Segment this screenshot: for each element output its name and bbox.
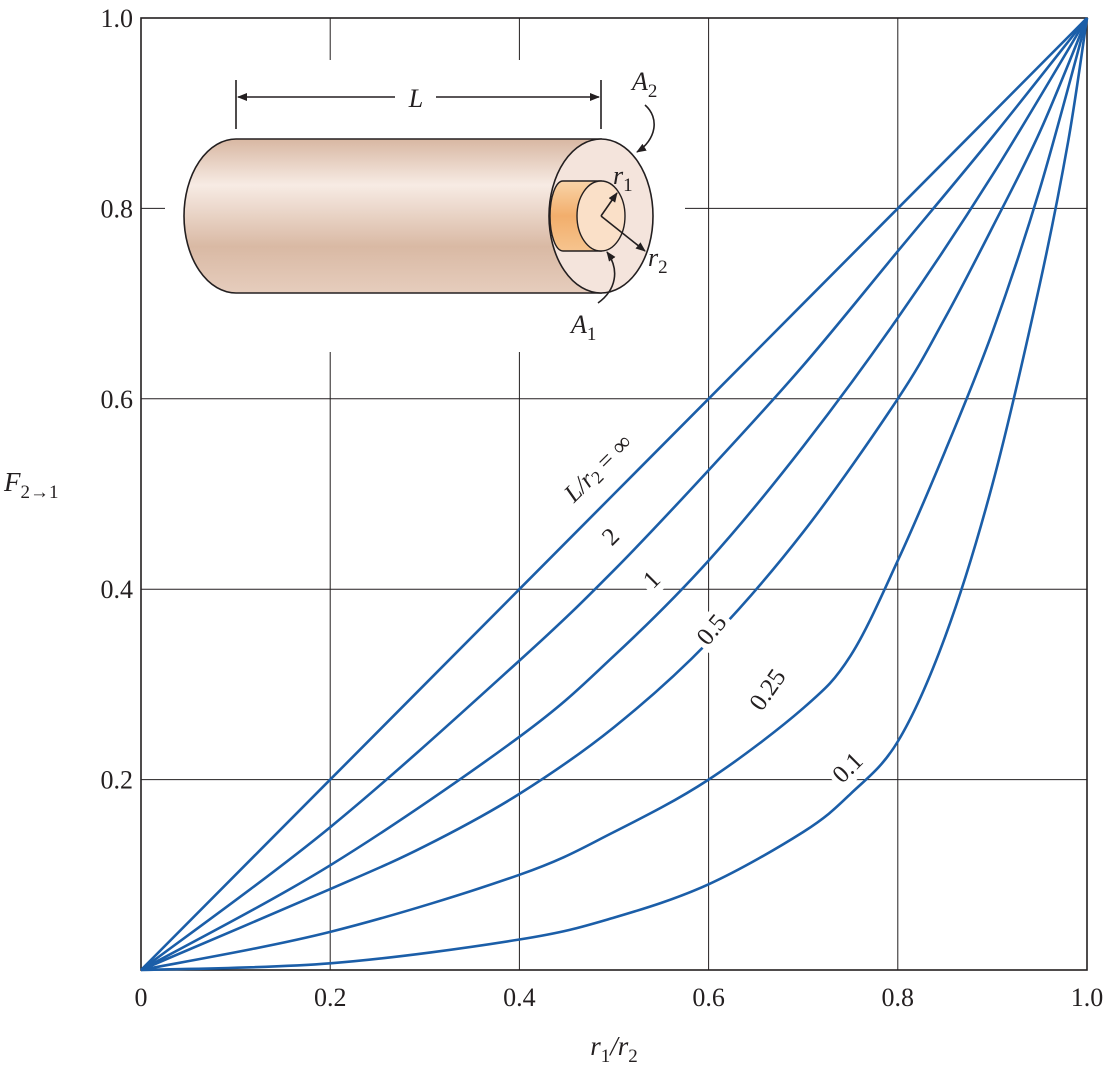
length-label: L xyxy=(408,84,423,113)
series-line-5 xyxy=(140,17,1089,972)
x-tick-label: 0.6 xyxy=(692,983,725,1012)
curve-label-5: 0.25 xyxy=(741,660,795,720)
series-line-4 xyxy=(140,17,1089,972)
cylinder-body xyxy=(183,138,602,294)
x-axis-title: r1/r2 xyxy=(590,1031,638,1067)
curve-label-background xyxy=(823,743,873,793)
curve-label-6: 0.1 xyxy=(823,743,873,793)
plot-area xyxy=(140,17,1088,971)
y-axis-title: F2→1 xyxy=(3,467,59,503)
curve-label-3: 1 xyxy=(634,562,670,598)
series-line-1 xyxy=(140,17,1088,971)
x-tick-label: 1.0 xyxy=(1071,983,1104,1012)
inner-area-pointer xyxy=(597,251,616,304)
x-tick-label: 0.8 xyxy=(882,983,915,1012)
x-tick-labels: 0 0.2 0.4 0.6 0.8 1.0 xyxy=(135,983,1104,1012)
series-group xyxy=(140,17,1089,972)
x-tick-label: 0.4 xyxy=(503,983,536,1012)
x-tick-label: 0 xyxy=(135,983,148,1012)
curve-label-background xyxy=(634,562,670,598)
y-tick-label: 0.8 xyxy=(101,194,134,223)
y-tick-label: 0.4 xyxy=(101,575,134,604)
outer-radius-arrow xyxy=(600,215,646,252)
inner-radius-label: r1 xyxy=(613,161,633,196)
cylinder-inset: L A2 A1 r1 r2 xyxy=(165,60,685,352)
series-line-2 xyxy=(140,17,1089,972)
curve-label-1: L/r2 = ∞ xyxy=(554,425,643,514)
y-tick-label: 1.0 xyxy=(101,4,134,33)
inner-radius-arrow xyxy=(600,192,618,217)
plot-border xyxy=(140,17,1088,971)
curve-label-background xyxy=(688,605,736,655)
outer-area-pointer xyxy=(636,104,655,153)
curve-labels: L/r2 = ∞ 21 0.50.25 0.1 xyxy=(554,425,873,793)
curve-label-background xyxy=(741,660,795,720)
inner-area-label: A1 xyxy=(569,310,596,345)
curve-label-background xyxy=(593,519,629,555)
curve-label-background xyxy=(554,425,643,514)
series-line-3 xyxy=(140,17,1089,972)
curve-label-text: 0.5 xyxy=(692,609,733,650)
y-tick-label: 0.6 xyxy=(101,385,134,414)
outer-area-label: A2 xyxy=(630,67,657,102)
curve-label-4: 0.5 xyxy=(688,605,736,655)
y-tick-label: 0.2 xyxy=(101,766,134,795)
series-line-6 xyxy=(140,17,1089,972)
curve-label-text: L/r2 = ∞ xyxy=(558,429,639,510)
outer-radius-label: r2 xyxy=(648,243,668,278)
x-tick-label: 0.2 xyxy=(314,983,347,1012)
y-tick-labels: 0.2 0.4 0.6 0.8 1.0 xyxy=(101,4,134,795)
curve-label-2: 2 xyxy=(593,519,629,555)
